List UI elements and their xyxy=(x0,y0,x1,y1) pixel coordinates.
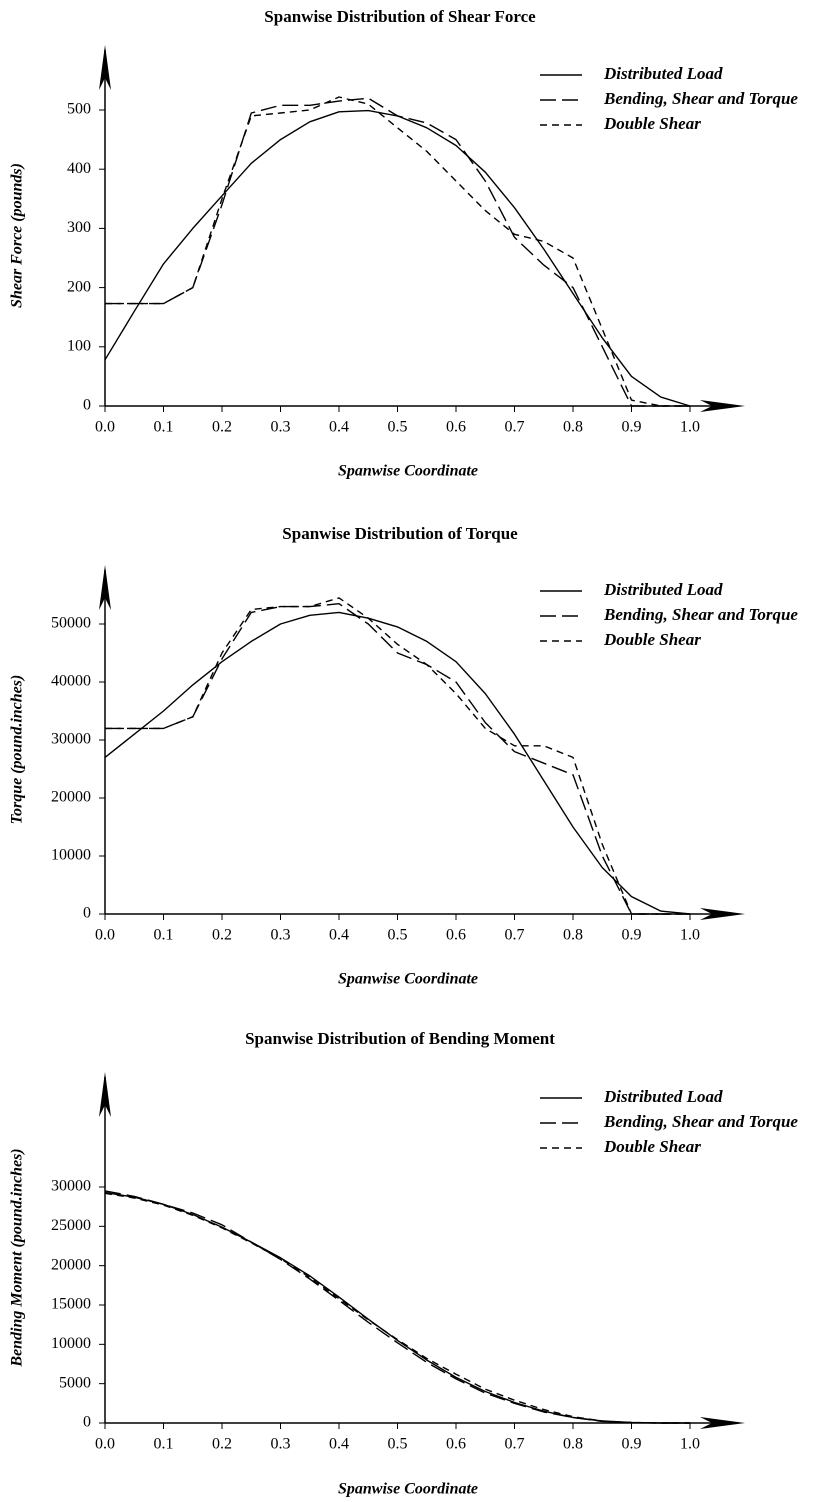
legend-label: Double Shear xyxy=(603,1137,701,1156)
legend-label: Distributed Load xyxy=(603,64,723,83)
x-tick-label: 0.1 xyxy=(154,927,174,944)
x-tick-label: 0.9 xyxy=(622,927,642,944)
x-tick-label: 0.6 xyxy=(446,1436,466,1453)
series-line xyxy=(104,611,691,915)
legend-label: Double Shear xyxy=(603,114,701,133)
x-tick-label: 0.7 xyxy=(505,927,525,944)
y-tick-label: 30000 xyxy=(51,1178,91,1195)
x-tick-label: 0.7 xyxy=(505,419,525,436)
x-tick-label: 0.3 xyxy=(271,1436,291,1453)
x-tick-label: 0.4 xyxy=(329,1436,349,1453)
x-tick-label: 0.6 xyxy=(446,419,466,436)
x-tick-label: 0.1 xyxy=(154,419,174,436)
x-tick-label: 0.1 xyxy=(154,1436,174,1453)
x-tick-label: 0.6 xyxy=(446,927,466,944)
y-tick-label: 100 xyxy=(67,337,91,354)
x-tick-label: 0.8 xyxy=(563,419,583,436)
x-tick-label: 0.8 xyxy=(563,1436,583,1453)
y-tick-label: 0 xyxy=(83,905,91,922)
x-arrow xyxy=(700,1417,745,1429)
y-tick-label: 500 xyxy=(67,101,91,118)
series-line xyxy=(104,1191,690,1424)
x-tick-label: 0.5 xyxy=(388,927,408,944)
legend-label: Distributed Load xyxy=(603,580,723,599)
x-tick-label: 0.0 xyxy=(95,419,115,436)
y-tick-label: 15000 xyxy=(51,1296,91,1313)
x-tick-label: 0.4 xyxy=(329,927,349,944)
y-tick-label: 20000 xyxy=(51,1256,91,1273)
legend-label: Double Shear xyxy=(603,630,701,649)
y-arrow xyxy=(99,45,111,90)
x-axis-label: Spanwise Coordinate xyxy=(338,463,478,480)
y-arrow xyxy=(99,565,111,610)
y-tick-label: 20000 xyxy=(51,789,91,806)
x-tick-label: 0.2 xyxy=(212,1436,232,1453)
legend-label: Bending, Shear and Torque xyxy=(603,1112,798,1131)
series-line xyxy=(105,96,690,407)
chart-title: Spanwise Distribution of Bending Moment xyxy=(245,1029,555,1048)
x-tick-label: 1.0 xyxy=(680,1436,700,1453)
legend-label: Distributed Load xyxy=(603,1087,723,1106)
y-tick-label: 5000 xyxy=(59,1374,91,1391)
y-tick-label: 0 xyxy=(83,397,91,414)
x-tick-label: 0.3 xyxy=(271,419,291,436)
x-tick-label: 0.9 xyxy=(622,419,642,436)
x-tick-label: 0.5 xyxy=(388,419,408,436)
y-tick-label: 50000 xyxy=(51,615,91,632)
x-tick-label: 0.7 xyxy=(505,1436,525,1453)
x-tick-label: 1.0 xyxy=(680,419,700,436)
y-tick-label: 25000 xyxy=(51,1217,91,1234)
x-arrow xyxy=(700,400,745,412)
x-tick-label: 0.8 xyxy=(563,927,583,944)
x-tick-label: 0.0 xyxy=(95,1436,115,1453)
series-line xyxy=(104,1192,690,1424)
x-tick-label: 0.2 xyxy=(212,419,232,436)
y-axis-label: Torque (pound.inches) xyxy=(9,675,26,825)
chart-title: Spanwise Distribution of Torque xyxy=(282,524,518,543)
x-tick-label: 0.2 xyxy=(212,927,232,944)
x-axis-label: Spanwise Coordinate xyxy=(338,971,478,988)
x-axis-label: Spanwise Coordinate xyxy=(338,1481,478,1498)
x-arrow xyxy=(700,908,745,920)
legend-label: Bending, Shear and Torque xyxy=(603,605,798,624)
x-tick-label: 0.3 xyxy=(271,927,291,944)
y-arrow xyxy=(99,1072,111,1117)
x-tick-label: 0.5 xyxy=(388,1436,408,1453)
series-line xyxy=(105,97,690,407)
y-tick-label: 10000 xyxy=(51,1335,91,1352)
series-line xyxy=(105,597,690,915)
chart-title: Spanwise Distribution of Shear Force xyxy=(264,7,536,26)
y-tick-label: 200 xyxy=(67,278,91,295)
y-tick-label: 300 xyxy=(67,219,91,236)
legend-label: Bending, Shear and Torque xyxy=(603,89,798,108)
y-tick-label: 10000 xyxy=(51,847,91,864)
series-line xyxy=(104,109,691,407)
y-tick-label: 30000 xyxy=(51,731,91,748)
y-axis-label: Bending Moment (pound.inches) xyxy=(9,1148,26,1367)
x-tick-label: 1.0 xyxy=(680,927,700,944)
x-tick-label: 0.9 xyxy=(622,1436,642,1453)
x-tick-label: 0.0 xyxy=(95,927,115,944)
y-tick-label: 0 xyxy=(83,1414,91,1431)
series-line xyxy=(104,1190,690,1424)
y-tick-label: 40000 xyxy=(51,673,91,690)
y-tick-label: 400 xyxy=(67,160,91,177)
x-tick-label: 0.4 xyxy=(329,419,349,436)
y-axis-label: Shear Force (pounds) xyxy=(9,163,26,308)
series-line xyxy=(105,603,690,915)
